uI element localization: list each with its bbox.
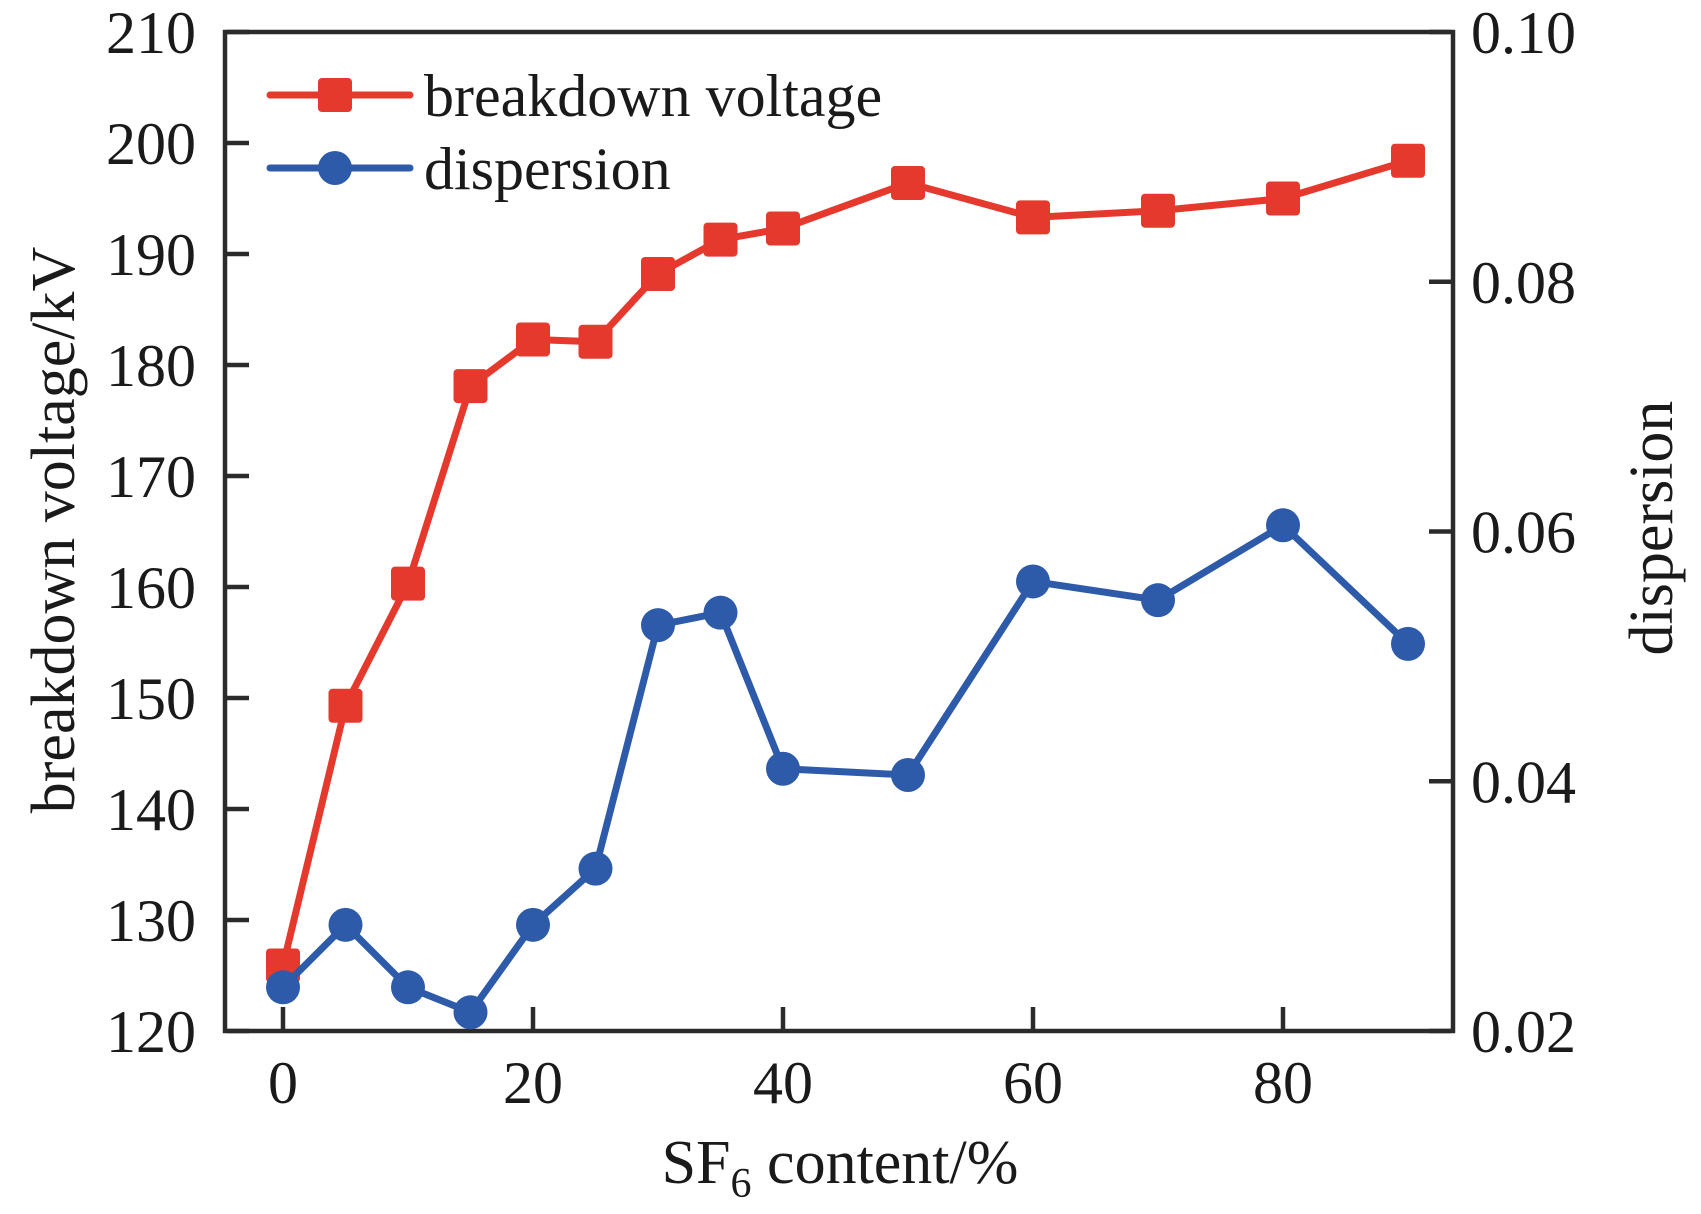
data-point-breakdown-voltage-x70 — [1141, 193, 1175, 228]
right-axis-tick-label-0.04: 0.04 — [1471, 749, 1576, 815]
data-point-breakdown-voltage-x50 — [891, 165, 925, 200]
data-point-dispersion-x15 — [453, 995, 488, 1030]
data-point-breakdown-voltage-x40 — [766, 211, 800, 246]
left-axis-tick-label-200: 200 — [106, 111, 196, 177]
x-axis-title-suffix: content/% — [752, 1129, 1019, 1197]
x-axis-tick-label-80: 80 — [1253, 1050, 1313, 1116]
left-axis-tick-label-170: 170 — [106, 444, 196, 510]
legend-label-dispersion: dispersion — [424, 136, 671, 202]
data-point-breakdown-voltage-x5 — [328, 688, 363, 723]
legend: breakdown voltage dispersion — [266, 63, 882, 202]
right-axis-tick-label-0.06: 0.06 — [1471, 500, 1576, 566]
data-series — [266, 143, 1425, 1030]
left-axis-tick-label-130: 130 — [106, 888, 196, 954]
data-point-dispersion-x90 — [1391, 626, 1425, 661]
plot-frame — [222, 29, 1456, 1034]
data-point-breakdown-voltage-x25 — [578, 324, 613, 359]
right-axis-tick-label-0.1: 0.10 — [1471, 0, 1576, 66]
data-point-breakdown-voltage-x10 — [391, 566, 425, 601]
left-axis-tick-label-150: 150 — [106, 666, 196, 732]
left-axis-tick-label-160: 160 — [106, 555, 196, 621]
data-point-dispersion-x25 — [578, 851, 613, 886]
legend-item-breakdown-voltage: breakdown voltage — [266, 63, 882, 129]
data-point-dispersion-x0 — [266, 970, 300, 1005]
x-axis-tick-label-20: 20 — [503, 1050, 563, 1116]
data-point-breakdown-voltage-x90 — [1391, 143, 1425, 178]
legend-item-dispersion: dispersion — [266, 136, 671, 202]
data-point-dispersion-x10 — [391, 970, 425, 1005]
x-axis-title-subscript: 6 — [731, 1161, 752, 1207]
left-axis-tick-label-140: 140 — [106, 777, 196, 843]
legend-label-breakdown-voltage: breakdown voltage — [424, 63, 882, 129]
left-axis-tick-label-210: 210 — [106, 0, 196, 66]
right-axis-tick-label-0.08: 0.08 — [1471, 250, 1576, 316]
left-axis-tick-label-180: 180 — [106, 333, 196, 399]
axis-ticks — [227, 29, 1451, 1034]
data-point-dispersion-x70 — [1141, 583, 1175, 618]
data-point-dispersion-x35 — [703, 595, 738, 630]
left-axis-tick-label-190: 190 — [106, 222, 196, 288]
legend-square-marker — [318, 78, 352, 112]
left-axis-tick-label-120: 120 — [106, 999, 196, 1065]
data-point-breakdown-voltage-x80 — [1266, 181, 1300, 216]
x-axis-tick-label-0: 0 — [268, 1050, 298, 1116]
right-axis-title: dispersion — [1618, 401, 1686, 656]
right-axis-tick-label-0.02: 0.02 — [1471, 999, 1576, 1065]
data-point-dispersion-x40 — [766, 751, 800, 786]
legend-circle-marker — [318, 151, 352, 185]
data-point-breakdown-voltage-x30 — [641, 256, 675, 291]
axis-tick-labels: 1201301401501601701801902002100.020.040.… — [106, 0, 1576, 1116]
series-breakdown-voltage — [266, 143, 1425, 983]
left-axis-title: breakdown voltage/kV — [20, 247, 88, 814]
data-point-dispersion-x20 — [516, 907, 550, 942]
data-point-breakdown-voltage-x35 — [703, 222, 738, 257]
x-axis-title: SF6 content/% — [662, 1129, 1019, 1207]
data-point-breakdown-voltage-x20 — [516, 322, 550, 357]
data-point-dispersion-x5 — [328, 907, 363, 942]
data-point-breakdown-voltage-x15 — [453, 369, 488, 404]
data-point-dispersion-x60 — [1016, 564, 1050, 599]
data-point-breakdown-voltage-x60 — [1016, 200, 1050, 235]
data-point-dispersion-x50 — [891, 758, 925, 793]
series-line-breakdown-voltage — [279, 157, 1412, 970]
series-dispersion — [266, 508, 1425, 1030]
data-point-dispersion-x30 — [641, 608, 675, 643]
data-point-dispersion-x80 — [1266, 508, 1300, 543]
series-line-dispersion — [279, 521, 1412, 1016]
x-axis-tick-label-40: 40 — [753, 1050, 813, 1116]
x-axis-tick-label-60: 60 — [1003, 1050, 1063, 1116]
x-axis-title-main: SF — [662, 1129, 731, 1197]
